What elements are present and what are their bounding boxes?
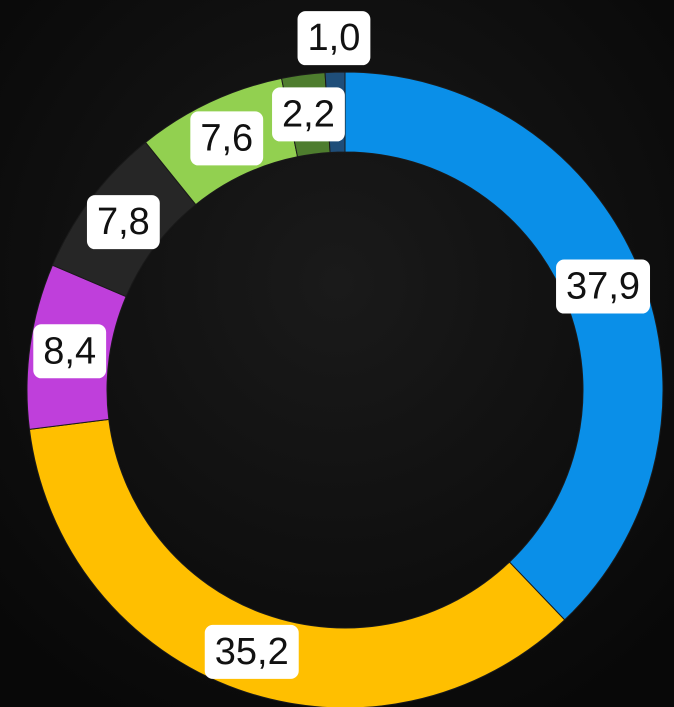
data-label: 7,8 bbox=[97, 201, 150, 243]
data-label: 8,4 bbox=[43, 330, 96, 372]
data-label-box bbox=[272, 87, 345, 142]
data-label: 35,2 bbox=[215, 631, 289, 673]
data-label: 1,0 bbox=[308, 17, 361, 59]
data-label-box bbox=[33, 324, 107, 379]
data-label: 2,2 bbox=[282, 93, 335, 135]
data-label: 7,6 bbox=[200, 117, 253, 159]
data-label-box bbox=[86, 195, 160, 250]
donut-slice bbox=[344, 71, 664, 621]
data-label-box bbox=[297, 11, 371, 66]
data-label-box bbox=[190, 111, 264, 166]
data-label: 37,9 bbox=[566, 266, 640, 308]
data-label-box bbox=[556, 259, 651, 314]
data-label-box bbox=[204, 624, 299, 679]
